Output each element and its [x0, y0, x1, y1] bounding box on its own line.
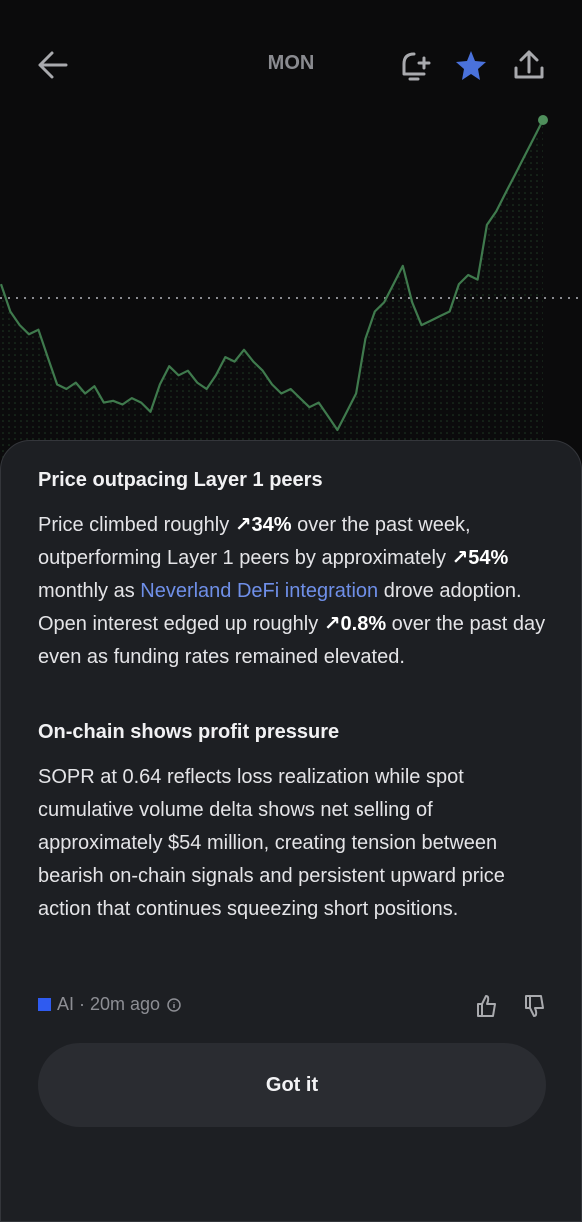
section-text: Price climbed roughly ↗34% over the past…	[38, 509, 550, 674]
asset-title: MON	[267, 52, 315, 74]
source-label: AI · 20m ago	[57, 994, 161, 1014]
text-run: ↗0.8%	[323, 613, 387, 635]
favorite-button[interactable]	[456, 51, 486, 80]
price-area	[1, 120, 543, 460]
section-text: SOPR at 0.64 reflects loss realization w…	[38, 761, 550, 926]
text-run: over the past week, outperforming Layer …	[38, 514, 471, 569]
last-price-dot	[538, 115, 548, 125]
section-heading: On-chain shows profit pressure	[38, 721, 340, 743]
got-it-button[interactable]: Got it	[38, 1043, 546, 1127]
section-heading: Price outpacing Layer 1 peers	[38, 469, 323, 491]
thumbs-down[interactable]	[525, 995, 544, 1017]
text-run: ↗34%	[234, 514, 292, 536]
share-button[interactable]	[514, 50, 544, 79]
text-run: monthly as	[38, 580, 141, 602]
feedback	[477, 995, 544, 1017]
price-line	[0, 119, 544, 432]
insight-sheet: Price outpacing Layer 1 peers Price clim…	[0, 440, 582, 1222]
ai-badge	[38, 998, 51, 1011]
source-row: AI · 20m ago	[38, 994, 182, 1015]
back-button[interactable]	[38, 51, 68, 79]
price-chart	[0, 115, 582, 460]
thumbs-up[interactable]	[477, 995, 496, 1017]
top-icons	[38, 50, 544, 81]
text-run: Price climbed roughly	[38, 514, 235, 536]
text-run: drove adoption. Open interest edged up r…	[38, 580, 522, 635]
text-run: over the past day even as funding rates …	[38, 613, 546, 668]
text-run: ↗54%	[451, 547, 509, 569]
alert-button[interactable]	[402, 52, 431, 81]
top-bar: MON	[0, 0, 582, 130]
link[interactable]: Neverland DeFi integration	[140, 580, 379, 602]
text-run: SOPR at 0.64 reflects loss realization w…	[38, 766, 505, 920]
info-icon[interactable]	[166, 997, 182, 1013]
